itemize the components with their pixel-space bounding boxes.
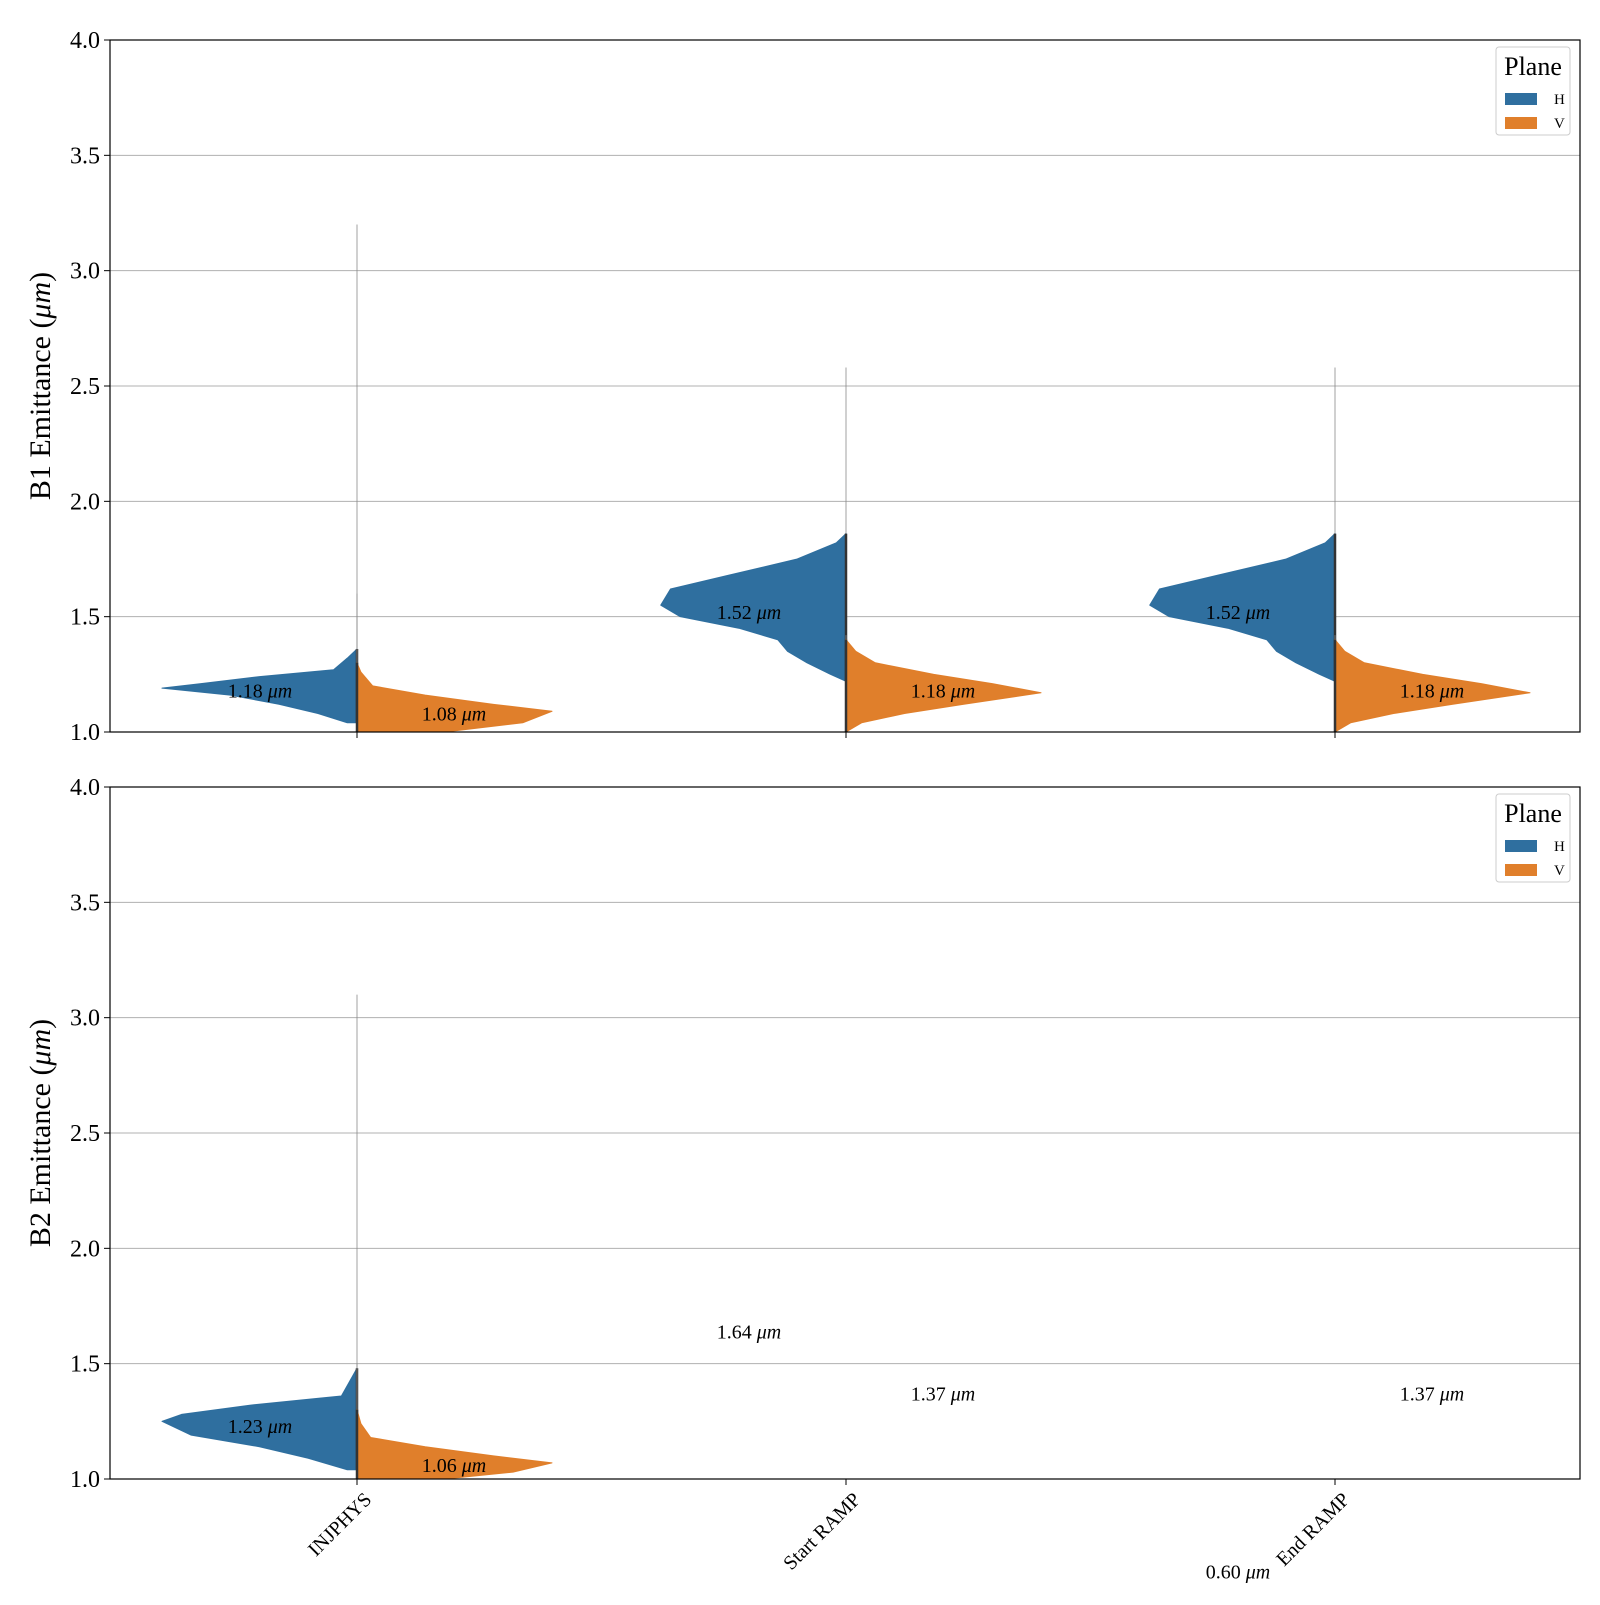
- y-tick-label: 2.0: [70, 1236, 100, 1262]
- legend-swatch-V: [1505, 864, 1537, 876]
- x-tick-label: INJPHYS: [304, 1489, 376, 1561]
- legend-label-V: V: [1554, 863, 1565, 879]
- violin-half-V-1: [356, 1409, 553, 1480]
- x-tick-label: End RAMP: [1272, 1489, 1354, 1571]
- median-label-H: 0.60 μm: [1206, 1561, 1270, 1583]
- median-label-H: 1.52 μm: [717, 602, 781, 624]
- legend-title: Plane: [1504, 799, 1562, 828]
- y-tick-label: 2.5: [70, 1121, 100, 1147]
- y-tick-label: 3.5: [70, 143, 100, 169]
- median-label-V: 1.18 μm: [911, 680, 975, 702]
- y-axis-label: B1 Emittance (μm): [24, 272, 57, 500]
- median-label-H: 1.52 μm: [1206, 602, 1270, 624]
- median-label-V: 1.37 μm: [911, 1384, 975, 1406]
- median-label-H: 1.23 μm: [228, 1416, 292, 1438]
- panel-2: 1.0 1.5 2.0 2.5 3.0 3.5 4.0 1.23 μm 1.64 μm 0.60 …: [24, 775, 1581, 1583]
- violin-half-V-1: [356, 662, 553, 733]
- panel-1: 1.0 1.5 2.0 2.5 3.0 3.5 4.0 1.18 μm 1.52 μm 1.52 …: [24, 28, 1581, 746]
- legend-swatch-V: [1505, 117, 1537, 129]
- y-tick-label: 3.0: [70, 259, 100, 285]
- median-label-V: 1.08 μm: [422, 704, 486, 726]
- y-tick-label: 2.0: [70, 489, 100, 515]
- y-tick-label: 3.0: [70, 1006, 100, 1032]
- legend-box: [1495, 46, 1571, 136]
- median-label-V: 1.18 μm: [1400, 680, 1464, 702]
- violin-half-H-1: [161, 648, 358, 724]
- legend: Plane HV: [1495, 46, 1571, 136]
- legend: Plane HV: [1495, 793, 1571, 883]
- legend-label-H: H: [1554, 839, 1565, 855]
- axes-frame: [109, 39, 1581, 733]
- y-tick-label: 1.5: [70, 605, 100, 631]
- y-tick-label: 2.5: [70, 374, 100, 400]
- y-axis-label: B2 Emittance (μm): [24, 1019, 57, 1247]
- median-label-H: 1.64 μm: [717, 1321, 781, 1343]
- y-tick-label: 3.5: [70, 890, 100, 916]
- legend-label-V: V: [1554, 116, 1565, 132]
- median-label-V: 1.06 μm: [422, 1455, 486, 1477]
- y-tick-label: 4.0: [70, 28, 100, 54]
- median-label-H: 1.18 μm: [228, 680, 292, 702]
- legend-title: Plane: [1504, 52, 1562, 81]
- violin-half-H-2: [660, 533, 847, 682]
- legend-swatch-H: [1505, 840, 1537, 852]
- violin-half-V-2: [845, 639, 1042, 733]
- y-tick-label: 1.0: [70, 720, 100, 746]
- violin-half-H-3: [1149, 533, 1336, 682]
- axes-frame: [109, 786, 1581, 1480]
- violin-half-H-1: [161, 1367, 358, 1471]
- violin-half-V-3: [1334, 639, 1531, 733]
- x-tick-label: Start RAMP: [779, 1489, 865, 1575]
- median-label-V: 1.37 μm: [1400, 1384, 1464, 1406]
- y-tick-label: 1.5: [70, 1352, 100, 1378]
- legend-swatch-H: [1505, 93, 1537, 105]
- legend-label-H: H: [1554, 92, 1565, 108]
- y-tick-label: 1.0: [70, 1467, 100, 1493]
- y-tick-label: 4.0: [70, 775, 100, 801]
- legend-box: [1495, 793, 1571, 883]
